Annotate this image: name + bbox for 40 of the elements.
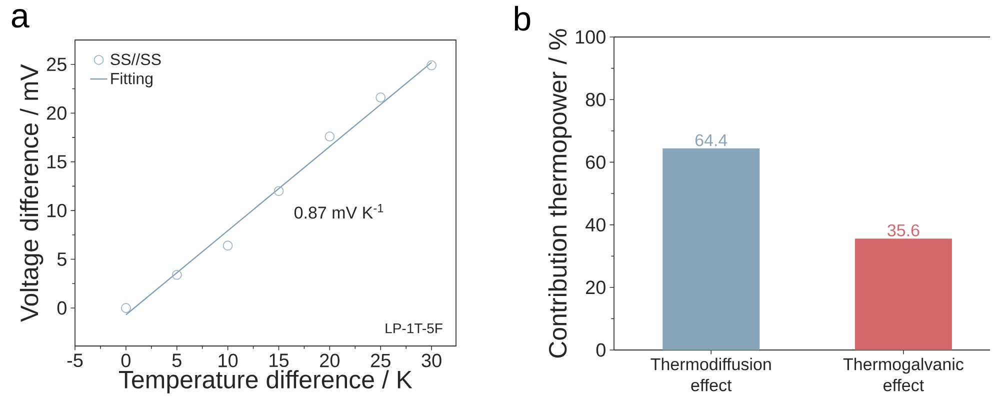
x-axis-title: Temperature difference / K (119, 370, 412, 394)
x-tick-label: 5 (172, 354, 182, 368)
x-tick-label: 0 (121, 354, 130, 368)
y-tick-label: 40 (586, 218, 606, 232)
y-tick-label: 25 (47, 58, 66, 72)
data-label: 64.4 (695, 134, 728, 146)
legend-label: SS//SS (110, 53, 161, 66)
x-tick-label: Thermogalvanic effect (843, 358, 964, 392)
point (222, 240, 233, 251)
annotation: 0.87 mV K$^{-1}$ (294, 204, 384, 219)
y-tick-label: 100 (576, 30, 606, 44)
y-tick-label: 20 (47, 106, 66, 120)
x-tick-label: Thermodiffusion effect (650, 358, 771, 392)
legend-label: Fitting (111, 72, 152, 88)
annotation: LP-1T-5F (386, 324, 442, 334)
point (324, 132, 335, 142)
x-tick-label: 30 (422, 354, 442, 368)
chart-title: a (12, 9, 30, 28)
data-label: 35.6 (888, 224, 920, 236)
point (120, 303, 131, 313)
point (274, 186, 284, 196)
x-tick-label: 20 (320, 354, 340, 368)
y-tick-label: 60 (586, 155, 606, 169)
y-tick-label: 20 (586, 280, 606, 294)
x-tick-label: -5 (67, 354, 83, 368)
x-tick-label: 15 (270, 354, 289, 368)
x-tick-label: 25 (371, 354, 390, 368)
y-tick-label: 15 (48, 155, 66, 168)
y-tick-label: 0 (596, 343, 606, 357)
y-tick-label: 80 (586, 92, 606, 106)
y-axis-title: Contribution thermopower / % (548, 29, 572, 358)
chart-title: b (514, 6, 530, 31)
point (172, 270, 182, 280)
point (426, 60, 437, 70)
y-tick-label: 10 (48, 204, 66, 218)
y-tick-label: 5 (57, 252, 66, 266)
x-tick-label: 10 (218, 354, 238, 368)
point (376, 92, 386, 102)
y-tick-label: 0 (57, 301, 66, 315)
y-axis-title: Voltage difference / mV (20, 64, 44, 322)
